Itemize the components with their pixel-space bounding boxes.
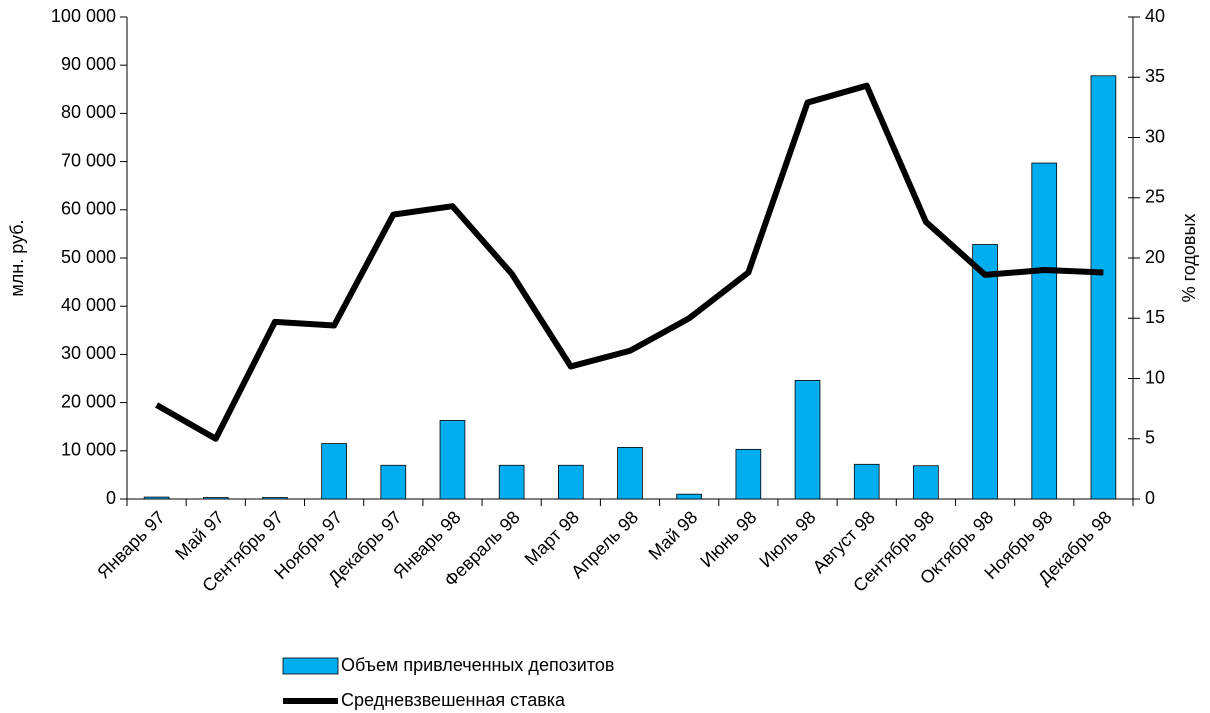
y-tick-label: 80 000 xyxy=(61,102,116,122)
bar xyxy=(676,493,703,500)
y2-tick-label: 5 xyxy=(1145,428,1155,448)
bar xyxy=(735,448,762,500)
legend-swatch xyxy=(282,657,339,675)
bar xyxy=(380,464,407,500)
y2-tick-label: 10 xyxy=(1145,367,1165,387)
y-tick-label: 20 000 xyxy=(61,391,116,411)
bar xyxy=(321,443,347,500)
line xyxy=(155,82,1104,442)
bar xyxy=(853,463,880,500)
x-tick-label: Май 97 xyxy=(171,507,228,564)
y-tick-label: 70 000 xyxy=(61,150,116,170)
bar xyxy=(794,380,821,500)
y-tick-label: 50 000 xyxy=(61,247,116,267)
bar xyxy=(439,420,466,500)
bar xyxy=(262,497,288,500)
y2-axis-label: % годовых xyxy=(1179,214,1199,303)
bar xyxy=(498,464,525,500)
bar xyxy=(1090,75,1117,500)
legend-label: Объем привлеченных депозитов xyxy=(341,655,614,675)
bar xyxy=(557,464,584,500)
x-tick-label: Май 98 xyxy=(645,507,702,564)
y2-tick-label: 30 xyxy=(1145,126,1165,146)
y-tick-label: 40 000 xyxy=(61,295,116,315)
x-tick-label: Июнь 98 xyxy=(696,507,760,571)
y-tick-label: 30 000 xyxy=(61,343,116,363)
y-tick-label: 60 000 xyxy=(61,199,116,219)
y-tick-label: 0 xyxy=(106,488,116,508)
bar xyxy=(143,496,170,500)
bar xyxy=(913,465,939,500)
bar xyxy=(1031,162,1058,500)
x-tick-label: Март 98 xyxy=(521,507,583,569)
y2-tick-label: 0 xyxy=(1145,488,1155,508)
y-tick-label: 90 000 xyxy=(61,54,116,74)
y2-tick-label: 35 xyxy=(1145,66,1165,86)
y-tick-label: 10 000 xyxy=(61,440,116,460)
bar xyxy=(202,497,229,500)
y2-tick-label: 25 xyxy=(1145,187,1165,207)
y-tick-label: 100 000 xyxy=(51,6,116,26)
y2-tick-label: 15 xyxy=(1145,307,1165,327)
y2-tick-label: 40 xyxy=(1145,6,1165,26)
bar xyxy=(972,244,998,500)
y-axis-label: млн. руб. xyxy=(7,219,27,296)
y2-tick-label: 20 xyxy=(1145,247,1165,267)
legend-label: Средневзвешенная ставка xyxy=(341,690,566,710)
bar xyxy=(617,447,643,500)
x-tick-label: Январь 97 xyxy=(93,507,168,582)
